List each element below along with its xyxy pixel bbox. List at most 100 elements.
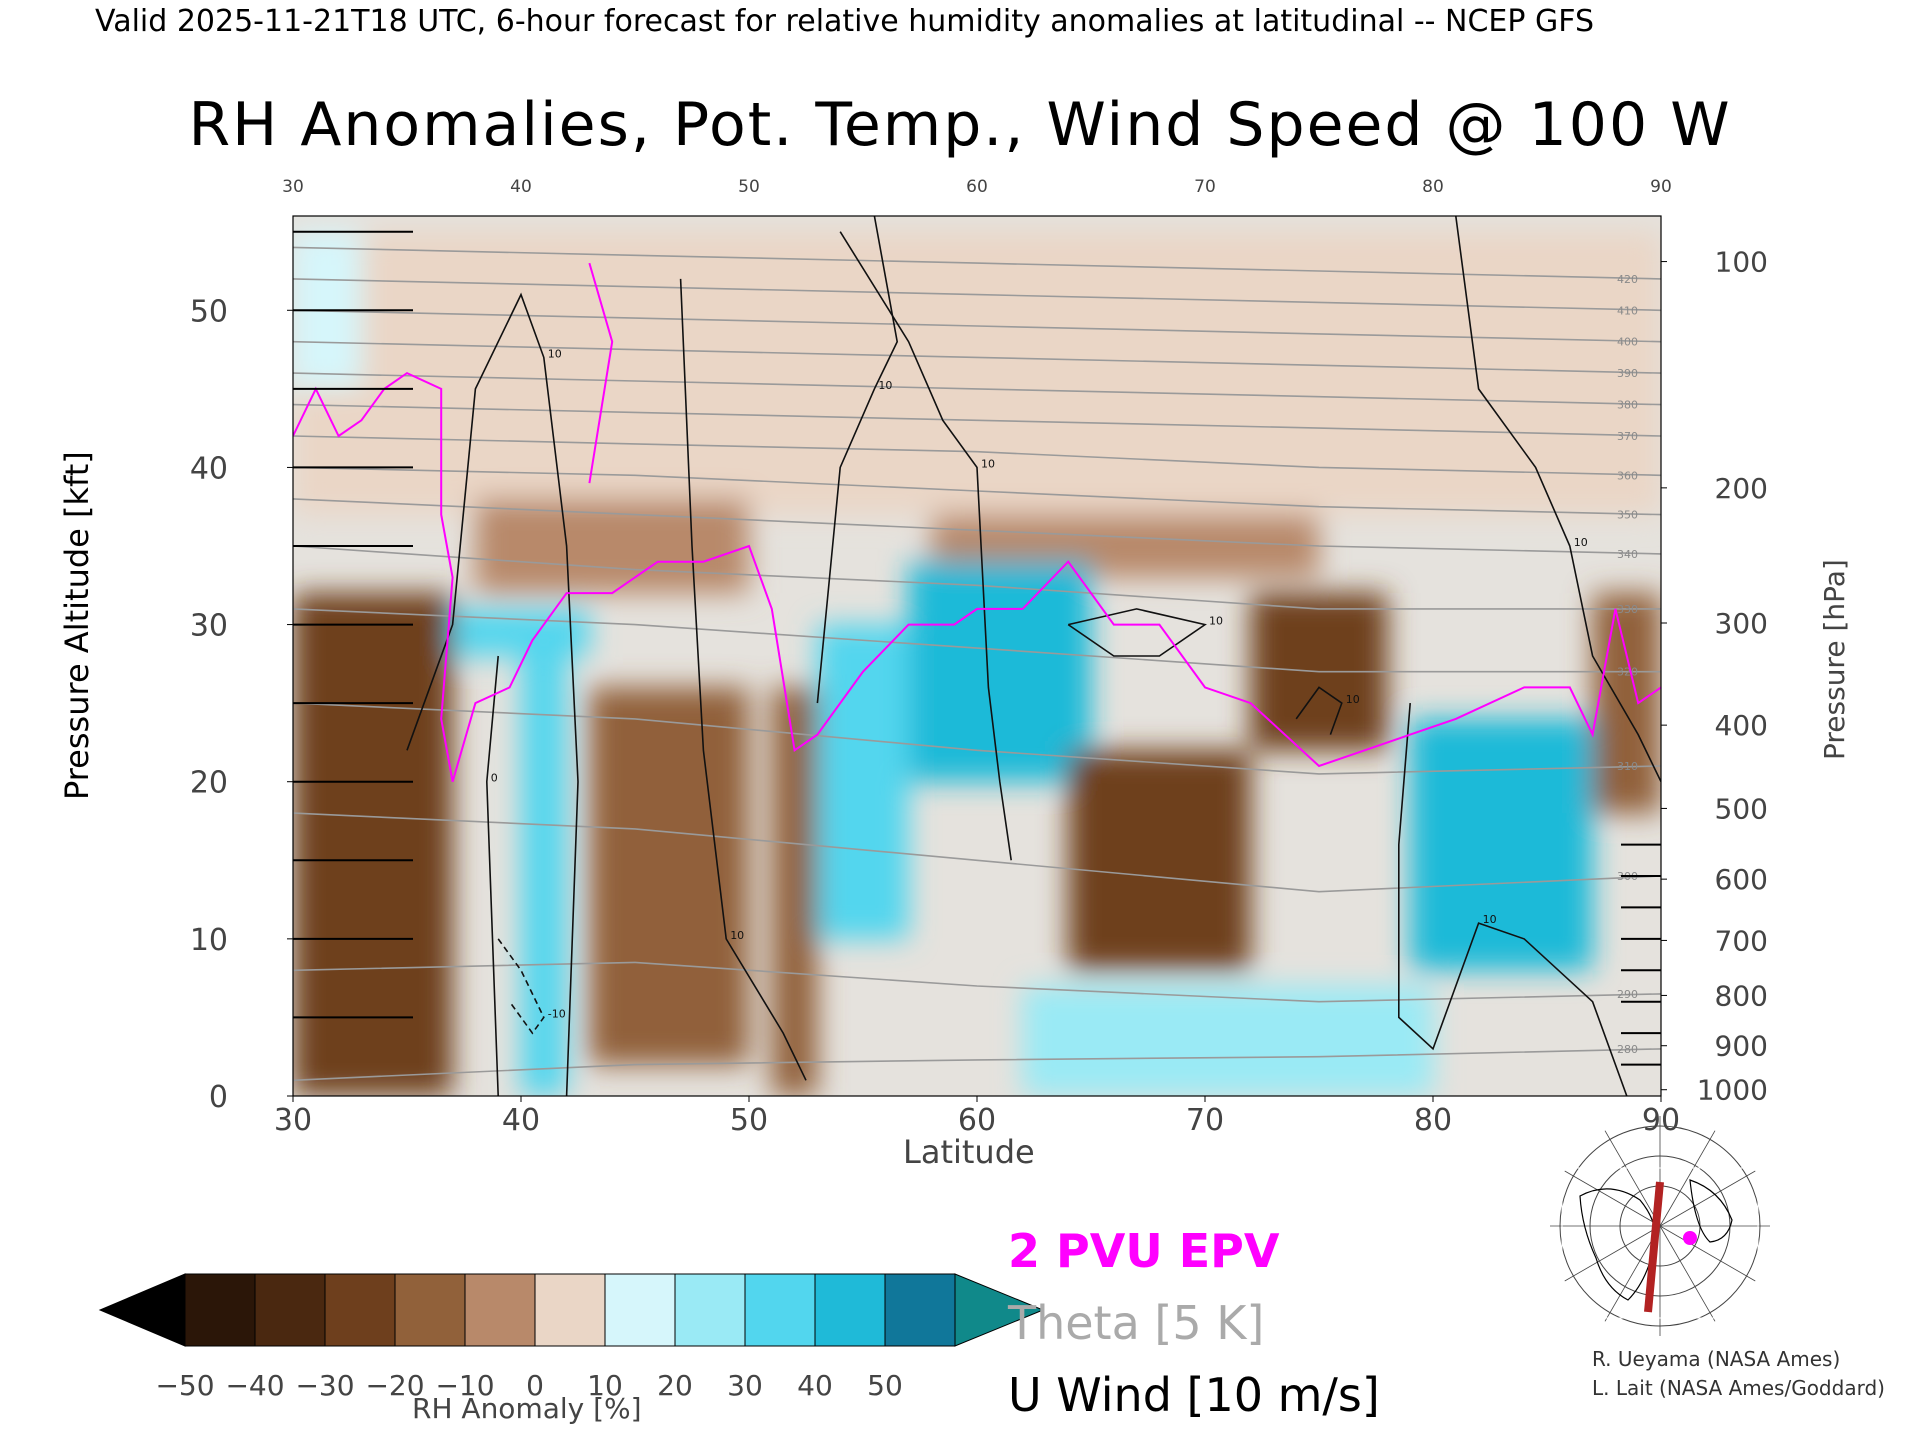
theta-contour-label: 360 [1617,469,1638,482]
theta-contour [293,435,1661,477]
x-tick-label: 40 [502,1103,540,1138]
u-wind-isotach [1067,608,1207,657]
rh-anomaly-region [475,498,749,594]
rh-anomaly-region [521,624,567,1096]
map-meridian [1604,1130,1661,1227]
u-wind-isotach [1455,216,1661,783]
rh-anomaly-region [908,561,1091,782]
colorbar-tick-label: −50 [155,1369,214,1402]
u-wind-isotach-label: 10 [548,347,562,360]
theta-contour [293,246,1661,280]
colorbar-swatch [814,1273,886,1347]
legend-epv: 2 PVU EPV [1008,1224,1280,1278]
u-wind-isotach [1398,703,1628,1096]
u-wind-isotach-label: -10 [548,1007,566,1020]
colorbar-tick-label: 10 [587,1369,623,1402]
theta-contour-label: 290 [1617,988,1638,1001]
y-tick-label: 10 [190,923,228,958]
map-marker [1683,1231,1697,1245]
colorbar-swatch [604,1273,676,1347]
colorbar-title: RH Anomaly [%] [412,1392,642,1425]
pressure-tick-label: 1000 [1697,1074,1768,1107]
credit-line-2: L. Lait (NASA Ames/Goddard) [1592,1376,1885,1400]
colorbar-swatch [674,1273,746,1347]
x-top-tick-label: 90 [1650,177,1672,197]
theta-contour-label: 400 [1617,336,1638,349]
y-tick-label: 20 [190,766,228,801]
colorbar-swatch [464,1273,536,1347]
map-section-line [1644,1181,1664,1313]
y-axis-label: Pressure Altitude [kft] [58,451,96,800]
theta-contour-label: 340 [1617,548,1638,561]
pressure-tick-label: 500 [1715,792,1768,825]
colorbar-swatch [184,1273,256,1347]
theta-contour [293,608,1661,673]
u-wind-isotach-label: 10 [1209,615,1223,628]
theta-contour [293,1048,1661,1082]
colorbar-tick-label: −40 [225,1369,284,1402]
x-top-tick-label: 70 [1194,177,1216,197]
theta-contour [293,403,1661,437]
colorbar-swatch [254,1273,326,1347]
colorbar-tick-label: −20 [365,1369,424,1402]
colorbar-swatch [534,1273,606,1347]
legend-theta: Theta [5 K] [1008,1296,1265,1350]
pressure-tick-label: 700 [1715,924,1768,957]
y-tick-label: 0 [209,1080,228,1115]
rh-anomaly-region [293,593,453,1096]
colorbar-swatch [394,1273,466,1347]
colorbar-tick-label: 50 [867,1369,903,1402]
theta-contour [293,278,1661,312]
theta-contour-label: 280 [1617,1043,1638,1056]
theta-contour [293,340,1661,374]
theta-contour [293,702,1661,775]
x-axis-label: Latitude [903,1133,1035,1171]
u-wind-isotach-label: 10 [1574,536,1588,549]
map-meridian [1659,1130,1716,1227]
u-wind-isotach [497,938,545,1035]
u-wind-isotach [679,278,807,1081]
x-top-tick-label: 50 [738,177,760,197]
map-meridian [1564,1170,1661,1227]
y-tick-label: 30 [190,609,228,644]
theta-contour-label: 380 [1617,399,1638,412]
y2-axis-label: Pressure [hPa] [1818,559,1851,760]
u-wind-isotach [1295,686,1343,735]
map-meridian [1659,1170,1756,1227]
theta-contour-label: 330 [1617,603,1638,616]
legend-u-wind: U Wind [10 m/s] [1008,1368,1380,1422]
map-meridian [1564,1225,1661,1282]
u-wind-isotach-label: 10 [1346,693,1360,706]
x-top-tick-label: 80 [1422,177,1444,197]
colorbar-tick-label: 20 [657,1369,693,1402]
u-wind-isotach [485,655,499,1096]
rh-anomaly-region [1592,593,1661,814]
map-meridian [1659,1225,1716,1322]
colorbar-under-arrow [98,1273,186,1347]
u-wind-isotach [816,216,899,704]
theta-contour-label: 350 [1617,509,1638,522]
colorbar-swatch [884,1273,956,1347]
u-wind-isotach-label: 10 [878,379,892,392]
pressure-tick-label: 300 [1715,607,1768,640]
pressure-tick-label: 800 [1715,979,1768,1012]
locator-map-border [1561,1167,1759,1319]
colorbar-tick-label: −30 [295,1369,354,1402]
chart-title: RH Anomalies, Pot. Temp., Wind Speed @ 1… [188,90,1732,160]
valid-time-line: Valid 2025-11-21T18 UTC, 6-hour forecast… [95,4,1595,39]
rh-anomaly-region [817,624,909,939]
map-coastline [1579,1188,1657,1301]
theta-contour [293,812,1661,893]
pressure-tick-label: 100 [1715,246,1768,279]
pressure-tick-label: 600 [1715,863,1768,896]
x-tick-label: 80 [1414,1103,1452,1138]
x-top-tick-label: 30 [282,177,304,197]
theta-contour [293,961,1661,1003]
pressure-tick-label: 400 [1715,709,1768,742]
colorbar-swatch [324,1273,396,1347]
theta-contour-label: 310 [1617,760,1638,773]
pressure-tick-label: 900 [1715,1030,1768,1063]
theta-contour [293,309,1661,343]
x-top-tick-label: 40 [510,177,532,197]
